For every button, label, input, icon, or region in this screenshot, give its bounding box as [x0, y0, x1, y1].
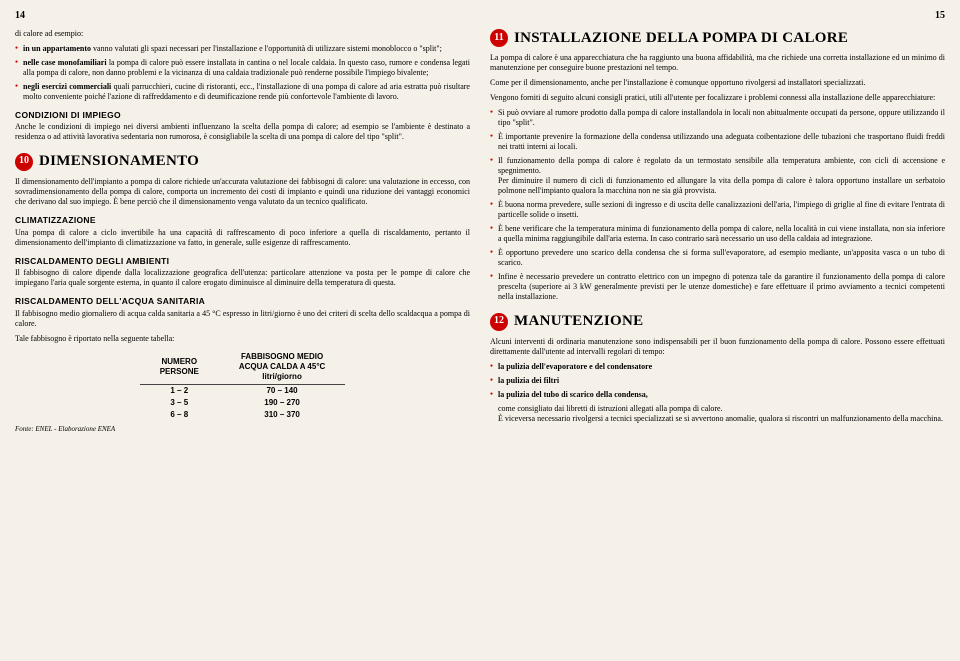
- paragraph: come consigliato dai libretti di istruzi…: [490, 404, 945, 424]
- heading-11: 11 INSTALLAZIONE DELLA POMPA DI CALORE: [490, 29, 945, 48]
- section-body: Anche le condizioni di impiego nei diver…: [15, 122, 470, 142]
- bullet-item: la pulizia dell'evaporatore e del conden…: [490, 362, 945, 372]
- bullet-item: È buona norma prevedere, sulle sezioni d…: [490, 200, 945, 220]
- bullet-list-3: la pulizia dell'evaporatore e del conden…: [490, 362, 945, 400]
- paragraph: Vengono forniti di seguito alcuni consig…: [490, 93, 945, 103]
- bullet-item: È importante prevenire la formazione del…: [490, 132, 945, 152]
- table-row: 1 – 2 70 – 140: [140, 384, 346, 397]
- bullet-item: negli esercizi commerciali quali parrucc…: [15, 82, 470, 102]
- bullet-item: Infine è necessario prevedere un contrat…: [490, 272, 945, 302]
- heading-text: MANUTENZIONE: [514, 312, 643, 331]
- paragraph: La pompa di calore è una apparecchiatura…: [490, 53, 945, 73]
- table-header-col1: NUMERO PERSONE: [140, 350, 219, 385]
- bullet-list-1: in un appartamento vanno valutati gli sp…: [15, 44, 470, 102]
- bullet-item: nelle case monofamiliari la pompa di cal…: [15, 58, 470, 78]
- bullet-list-2: Si può ovviare al rumore prodotto dalla …: [490, 108, 945, 302]
- table-intro: Tale fabbisogno è riportato nella seguen…: [15, 334, 470, 344]
- paragraph: Alcuni interventi di ordinaria manutenzi…: [490, 337, 945, 357]
- circle-number: 11: [490, 29, 508, 47]
- intro-text: di calore ad esempio:: [15, 29, 470, 39]
- section-heading: RISCALDAMENTO DEGLI AMBIENTI: [15, 256, 470, 267]
- section-body: Il dimensionamento dell'impianto a pompa…: [15, 177, 470, 207]
- circle-number: 10: [15, 153, 33, 171]
- right-content: 11 INSTALLAZIONE DELLA POMPA DI CALORE L…: [490, 29, 945, 652]
- heading-10: 10 DIMENSIONAMENTO: [15, 152, 470, 171]
- heading-text: INSTALLAZIONE DELLA POMPA DI CALORE: [514, 29, 848, 48]
- heading-12: 12 MANUTENZIONE: [490, 312, 945, 331]
- section-body: Il fabbisogno di calore dipende dalla lo…: [15, 268, 470, 288]
- bullet-item: Il funzionamento della pompa di calore è…: [490, 156, 945, 196]
- heading-text: DIMENSIONAMENTO: [39, 152, 199, 171]
- bullet-item: È bene verificare che la temperatura min…: [490, 224, 945, 244]
- bullet-item: in un appartamento vanno valutati gli sp…: [15, 44, 470, 54]
- demand-table: NUMERO PERSONE FABBISOGNO MEDIO ACQUA CA…: [140, 350, 346, 421]
- bullet-item: la pulizia del tubo di scarico della con…: [490, 390, 945, 400]
- table-source-note: Fonte: ENEL - Elaborazione ENEA: [15, 425, 470, 434]
- paragraph: Come per il dimensionamento, anche per l…: [490, 78, 945, 88]
- circle-number: 12: [490, 313, 508, 331]
- bullet-item: È opportuno prevedere uno scarico della …: [490, 248, 945, 268]
- section-body: Una pompa di calore a ciclo invertibile …: [15, 228, 470, 248]
- bullet-item: la pulizia dei filtri: [490, 376, 945, 386]
- right-page: 15 11 INSTALLAZIONE DELLA POMPA DI CALOR…: [490, 10, 945, 651]
- table-header-col2: FABBISOGNO MEDIO ACQUA CALDA A 45°C litr…: [219, 350, 345, 385]
- table-row: 6 – 8 310 – 370: [140, 409, 346, 421]
- section-heading: CLIMATIZZAZIONE: [15, 215, 470, 226]
- left-content: di calore ad esempio: in un appartamento…: [15, 29, 470, 652]
- table-row: 3 – 5 190 – 270: [140, 397, 346, 409]
- page-number-right: 15: [490, 10, 945, 23]
- section-body: Il fabbisogno medio giornaliero di acqua…: [15, 309, 470, 329]
- section-heading: RISCALDAMENTO DELL'ACQUA SANITARIA: [15, 296, 470, 307]
- page-number-left: 14: [15, 10, 470, 23]
- section-heading: CONDIZIONI DI IMPIEGO: [15, 110, 470, 121]
- bullet-item: Si può ovviare al rumore prodotto dalla …: [490, 108, 945, 128]
- left-page: 14 di calore ad esempio: in un appartame…: [15, 10, 470, 651]
